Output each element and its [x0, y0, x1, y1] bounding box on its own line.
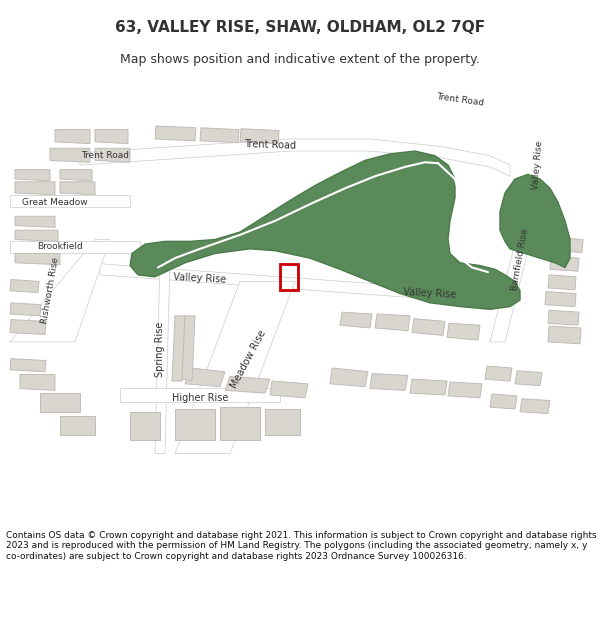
- Text: Valley Rise: Valley Rise: [173, 272, 227, 285]
- Polygon shape: [182, 316, 195, 381]
- Polygon shape: [548, 326, 581, 344]
- Polygon shape: [490, 394, 517, 409]
- Polygon shape: [175, 409, 215, 439]
- Polygon shape: [10, 195, 130, 207]
- Polygon shape: [130, 151, 520, 309]
- Polygon shape: [220, 407, 260, 439]
- Polygon shape: [15, 182, 55, 195]
- Polygon shape: [412, 319, 445, 336]
- Polygon shape: [515, 371, 542, 386]
- Polygon shape: [172, 316, 185, 381]
- Polygon shape: [200, 127, 239, 142]
- Text: Contains OS data © Crown copyright and database right 2021. This information is : Contains OS data © Crown copyright and d…: [6, 531, 596, 561]
- Polygon shape: [120, 389, 280, 402]
- Text: Great Meadow: Great Meadow: [22, 198, 88, 207]
- Polygon shape: [448, 382, 482, 398]
- Polygon shape: [60, 170, 92, 181]
- Polygon shape: [10, 359, 46, 372]
- Text: Spring Rise: Spring Rise: [155, 322, 165, 377]
- Polygon shape: [548, 275, 576, 290]
- Text: Trent Road: Trent Road: [244, 139, 296, 151]
- Polygon shape: [447, 323, 480, 340]
- Polygon shape: [95, 148, 130, 162]
- Polygon shape: [485, 366, 512, 381]
- Polygon shape: [50, 148, 90, 162]
- Polygon shape: [10, 319, 46, 334]
- Polygon shape: [490, 184, 545, 342]
- Polygon shape: [410, 379, 447, 395]
- Polygon shape: [185, 368, 225, 387]
- Polygon shape: [500, 174, 570, 268]
- Polygon shape: [555, 238, 583, 252]
- Polygon shape: [10, 303, 41, 316]
- Polygon shape: [155, 258, 170, 454]
- Text: Valley Rise: Valley Rise: [532, 140, 545, 190]
- Polygon shape: [545, 292, 576, 306]
- Polygon shape: [95, 129, 128, 144]
- Polygon shape: [265, 409, 300, 435]
- Polygon shape: [270, 381, 308, 398]
- Polygon shape: [240, 129, 279, 144]
- Text: Higher Rise: Higher Rise: [172, 392, 228, 402]
- Polygon shape: [548, 310, 579, 325]
- Text: Trent Road: Trent Road: [436, 92, 484, 108]
- Polygon shape: [15, 216, 55, 227]
- Polygon shape: [550, 256, 579, 271]
- Text: Brookfield: Brookfield: [37, 242, 83, 251]
- Polygon shape: [60, 416, 95, 435]
- Polygon shape: [40, 393, 80, 412]
- Polygon shape: [340, 312, 372, 328]
- Polygon shape: [10, 241, 140, 254]
- Polygon shape: [15, 170, 50, 181]
- Polygon shape: [10, 279, 39, 292]
- Text: Valley Rise: Valley Rise: [403, 287, 457, 300]
- Text: 63, VALLEY RISE, SHAW, OLDHAM, OL2 7QF: 63, VALLEY RISE, SHAW, OLDHAM, OL2 7QF: [115, 20, 485, 35]
- Polygon shape: [175, 281, 295, 454]
- Polygon shape: [520, 399, 550, 414]
- Polygon shape: [225, 376, 270, 393]
- Polygon shape: [130, 412, 160, 439]
- Polygon shape: [15, 230, 58, 241]
- Polygon shape: [60, 182, 95, 195]
- Polygon shape: [100, 264, 510, 304]
- Polygon shape: [330, 368, 368, 387]
- Polygon shape: [375, 314, 410, 331]
- Text: Rishworth Rise: Rishworth Rise: [40, 257, 60, 324]
- Polygon shape: [370, 374, 408, 391]
- Polygon shape: [80, 139, 510, 176]
- Text: Barnfield Rise: Barnfield Rise: [510, 228, 530, 292]
- Polygon shape: [15, 254, 60, 264]
- Polygon shape: [155, 126, 196, 141]
- Polygon shape: [55, 129, 90, 144]
- Text: Trent Road: Trent Road: [81, 151, 129, 160]
- Text: Meadow Rise: Meadow Rise: [229, 328, 268, 389]
- Bar: [280, 264, 298, 290]
- Text: Map shows position and indicative extent of the property.: Map shows position and indicative extent…: [120, 52, 480, 66]
- Polygon shape: [20, 374, 55, 391]
- Polygon shape: [10, 239, 110, 342]
